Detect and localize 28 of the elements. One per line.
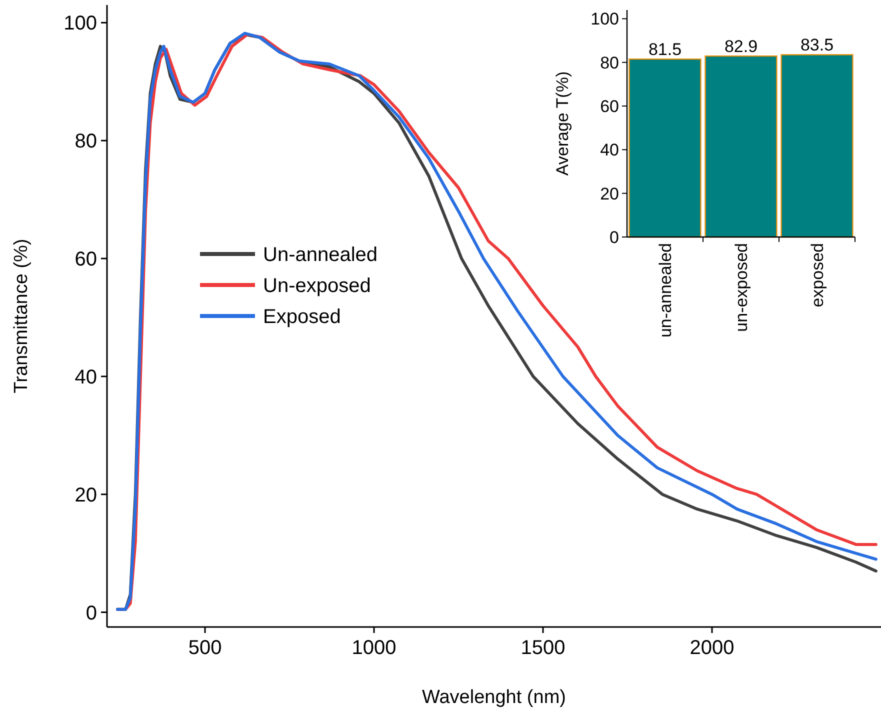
y-tick-label: 20 <box>74 484 97 506</box>
x-tick-label: un-exposed <box>732 243 751 332</box>
x-tick-label: 2000 <box>690 637 734 659</box>
y-tick-label: 40 <box>600 140 619 160</box>
y-axis-title: Transmittance (%) <box>11 238 32 394</box>
y-tick-label: 20 <box>600 184 619 204</box>
legend-label: Un-exposed <box>263 275 371 297</box>
y-tick-label: 60 <box>74 248 97 271</box>
x-tick-label: 1000 <box>352 637 396 659</box>
y-tick-label: 40 <box>74 366 97 388</box>
y-tick-label: 0 <box>86 602 97 624</box>
data-label: 82.9 <box>724 37 758 56</box>
legend-label: Exposed <box>263 306 341 328</box>
legend-label: Un-annealed <box>263 244 378 266</box>
x-axis-title: Wavelenght (nm) <box>422 687 566 708</box>
y-tick-label: 0 <box>610 228 619 247</box>
x-tick-label: un-annealed <box>656 243 675 338</box>
x-tick-label: exposed <box>808 243 827 308</box>
y-tick-label: 80 <box>74 130 97 153</box>
y-tick-label: 100 <box>590 10 619 29</box>
data-label: 83.5 <box>800 36 834 55</box>
y-tick-label: 80 <box>600 53 619 72</box>
x-tick-label: 1500 <box>520 637 566 659</box>
y-tick-label: 60 <box>600 97 619 116</box>
y-tick-label: 100 <box>64 12 97 35</box>
data-label: 81.5 <box>648 40 682 60</box>
y-axis-title: Average T(%) <box>553 71 572 176</box>
x-tick-label: 500 <box>188 637 222 659</box>
